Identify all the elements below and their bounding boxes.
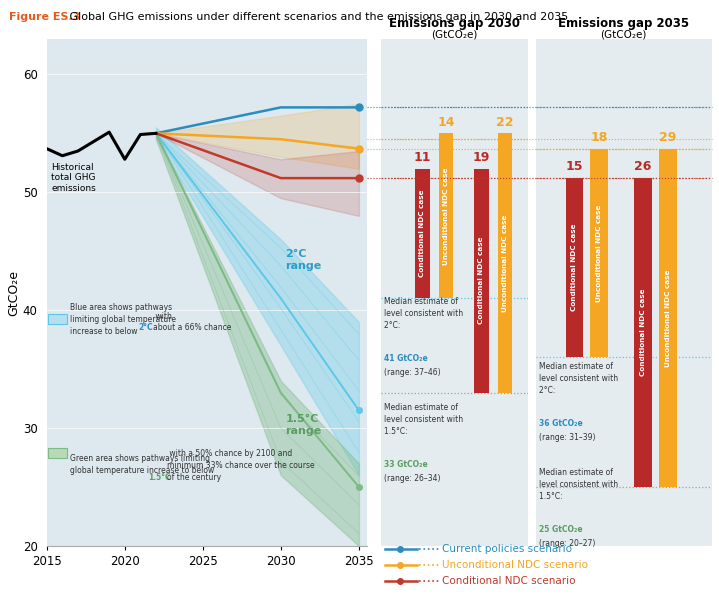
Text: Conditional NDC case: Conditional NDC case — [478, 237, 485, 325]
Text: 26: 26 — [634, 160, 652, 173]
Text: Unconditional NDC case: Unconditional NDC case — [443, 167, 449, 265]
Text: (range: 20–27): (range: 20–27) — [539, 539, 595, 548]
Text: Global GHG emissions under different scenarios and the emissions gap in 2030 and: Global GHG emissions under different sce… — [66, 12, 569, 22]
Text: 18: 18 — [590, 131, 608, 144]
FancyBboxPatch shape — [48, 314, 67, 325]
Text: with a 50% chance by 2100 and
minimum 33% chance over the course
of the century: with a 50% chance by 2100 and minimum 33… — [167, 449, 314, 482]
Bar — [634, 178, 652, 487]
Bar — [415, 169, 430, 298]
Text: Unconditional NDC case: Unconditional NDC case — [665, 269, 671, 367]
FancyBboxPatch shape — [48, 448, 67, 458]
Text: Blue area shows pathways
limiting global temperature
increase to below: Blue area shows pathways limiting global… — [70, 304, 176, 336]
Text: 22: 22 — [496, 116, 513, 128]
Text: 41 GtCO₂e: 41 GtCO₂e — [384, 354, 428, 363]
Text: 36 GtCO₂e: 36 GtCO₂e — [539, 419, 583, 428]
Text: Figure ES.3: Figure ES.3 — [9, 12, 80, 22]
Bar — [474, 169, 489, 393]
Text: (GtCO₂e): (GtCO₂e) — [431, 29, 478, 39]
Text: 11: 11 — [413, 151, 431, 164]
Bar — [566, 178, 583, 358]
Text: 1.5°C: 1.5°C — [148, 473, 171, 482]
Text: 2°C: 2°C — [138, 323, 152, 332]
Text: Conditional NDC case: Conditional NDC case — [419, 190, 426, 277]
Text: 19: 19 — [472, 151, 490, 164]
Text: Median estimate of
level consistent with
1.5°C:: Median estimate of level consistent with… — [539, 468, 618, 501]
Text: Historical
total GHG
emissions: Historical total GHG emissions — [52, 163, 96, 193]
Text: Unconditional NDC case: Unconditional NDC case — [502, 214, 508, 312]
Text: Emissions gap 2035: Emissions gap 2035 — [558, 17, 690, 30]
Text: Unconditional NDC case: Unconditional NDC case — [596, 205, 602, 302]
Text: with
about a 66% chance: with about a 66% chance — [153, 312, 232, 332]
Text: (range: 37–46): (range: 37–46) — [384, 368, 441, 377]
Text: Conditional NDC scenario: Conditional NDC scenario — [442, 577, 576, 586]
Bar — [498, 133, 512, 393]
Text: Median estimate of
level consistent with
1.5°C:: Median estimate of level consistent with… — [384, 403, 463, 436]
Text: (range: 31–39): (range: 31–39) — [539, 433, 595, 442]
Text: 2°C
range: 2°C range — [285, 250, 322, 271]
Bar — [439, 133, 453, 298]
Text: (GtCO₂e): (GtCO₂e) — [600, 29, 647, 39]
Text: (range: 26–34): (range: 26–34) — [384, 474, 441, 483]
Text: 33 GtCO₂e: 33 GtCO₂e — [384, 460, 428, 469]
Text: Green area shows pathways limiting
global temperature increase to below: Green area shows pathways limiting globa… — [70, 454, 216, 475]
Text: Median estimate of
level consistent with
2°C:: Median estimate of level consistent with… — [384, 297, 463, 330]
Text: 15: 15 — [566, 160, 583, 173]
Bar — [659, 149, 677, 487]
Y-axis label: GtCO₂e: GtCO₂e — [7, 269, 20, 316]
Text: 1.5°C
range: 1.5°C range — [285, 415, 322, 436]
Text: Emissions gap 2030: Emissions gap 2030 — [389, 17, 521, 30]
Text: Median estimate of
level consistent with
2°C:: Median estimate of level consistent with… — [539, 362, 618, 395]
Text: Conditional NDC case: Conditional NDC case — [572, 224, 577, 311]
Text: Current policies scenario: Current policies scenario — [442, 544, 572, 554]
Text: 29: 29 — [659, 131, 677, 144]
Bar — [590, 149, 608, 358]
Text: Conditional NDC case: Conditional NDC case — [640, 289, 646, 376]
Text: 25 GtCO₂e: 25 GtCO₂e — [539, 525, 583, 534]
Text: 14: 14 — [437, 116, 454, 128]
Text: Unconditional NDC scenario: Unconditional NDC scenario — [442, 560, 588, 570]
